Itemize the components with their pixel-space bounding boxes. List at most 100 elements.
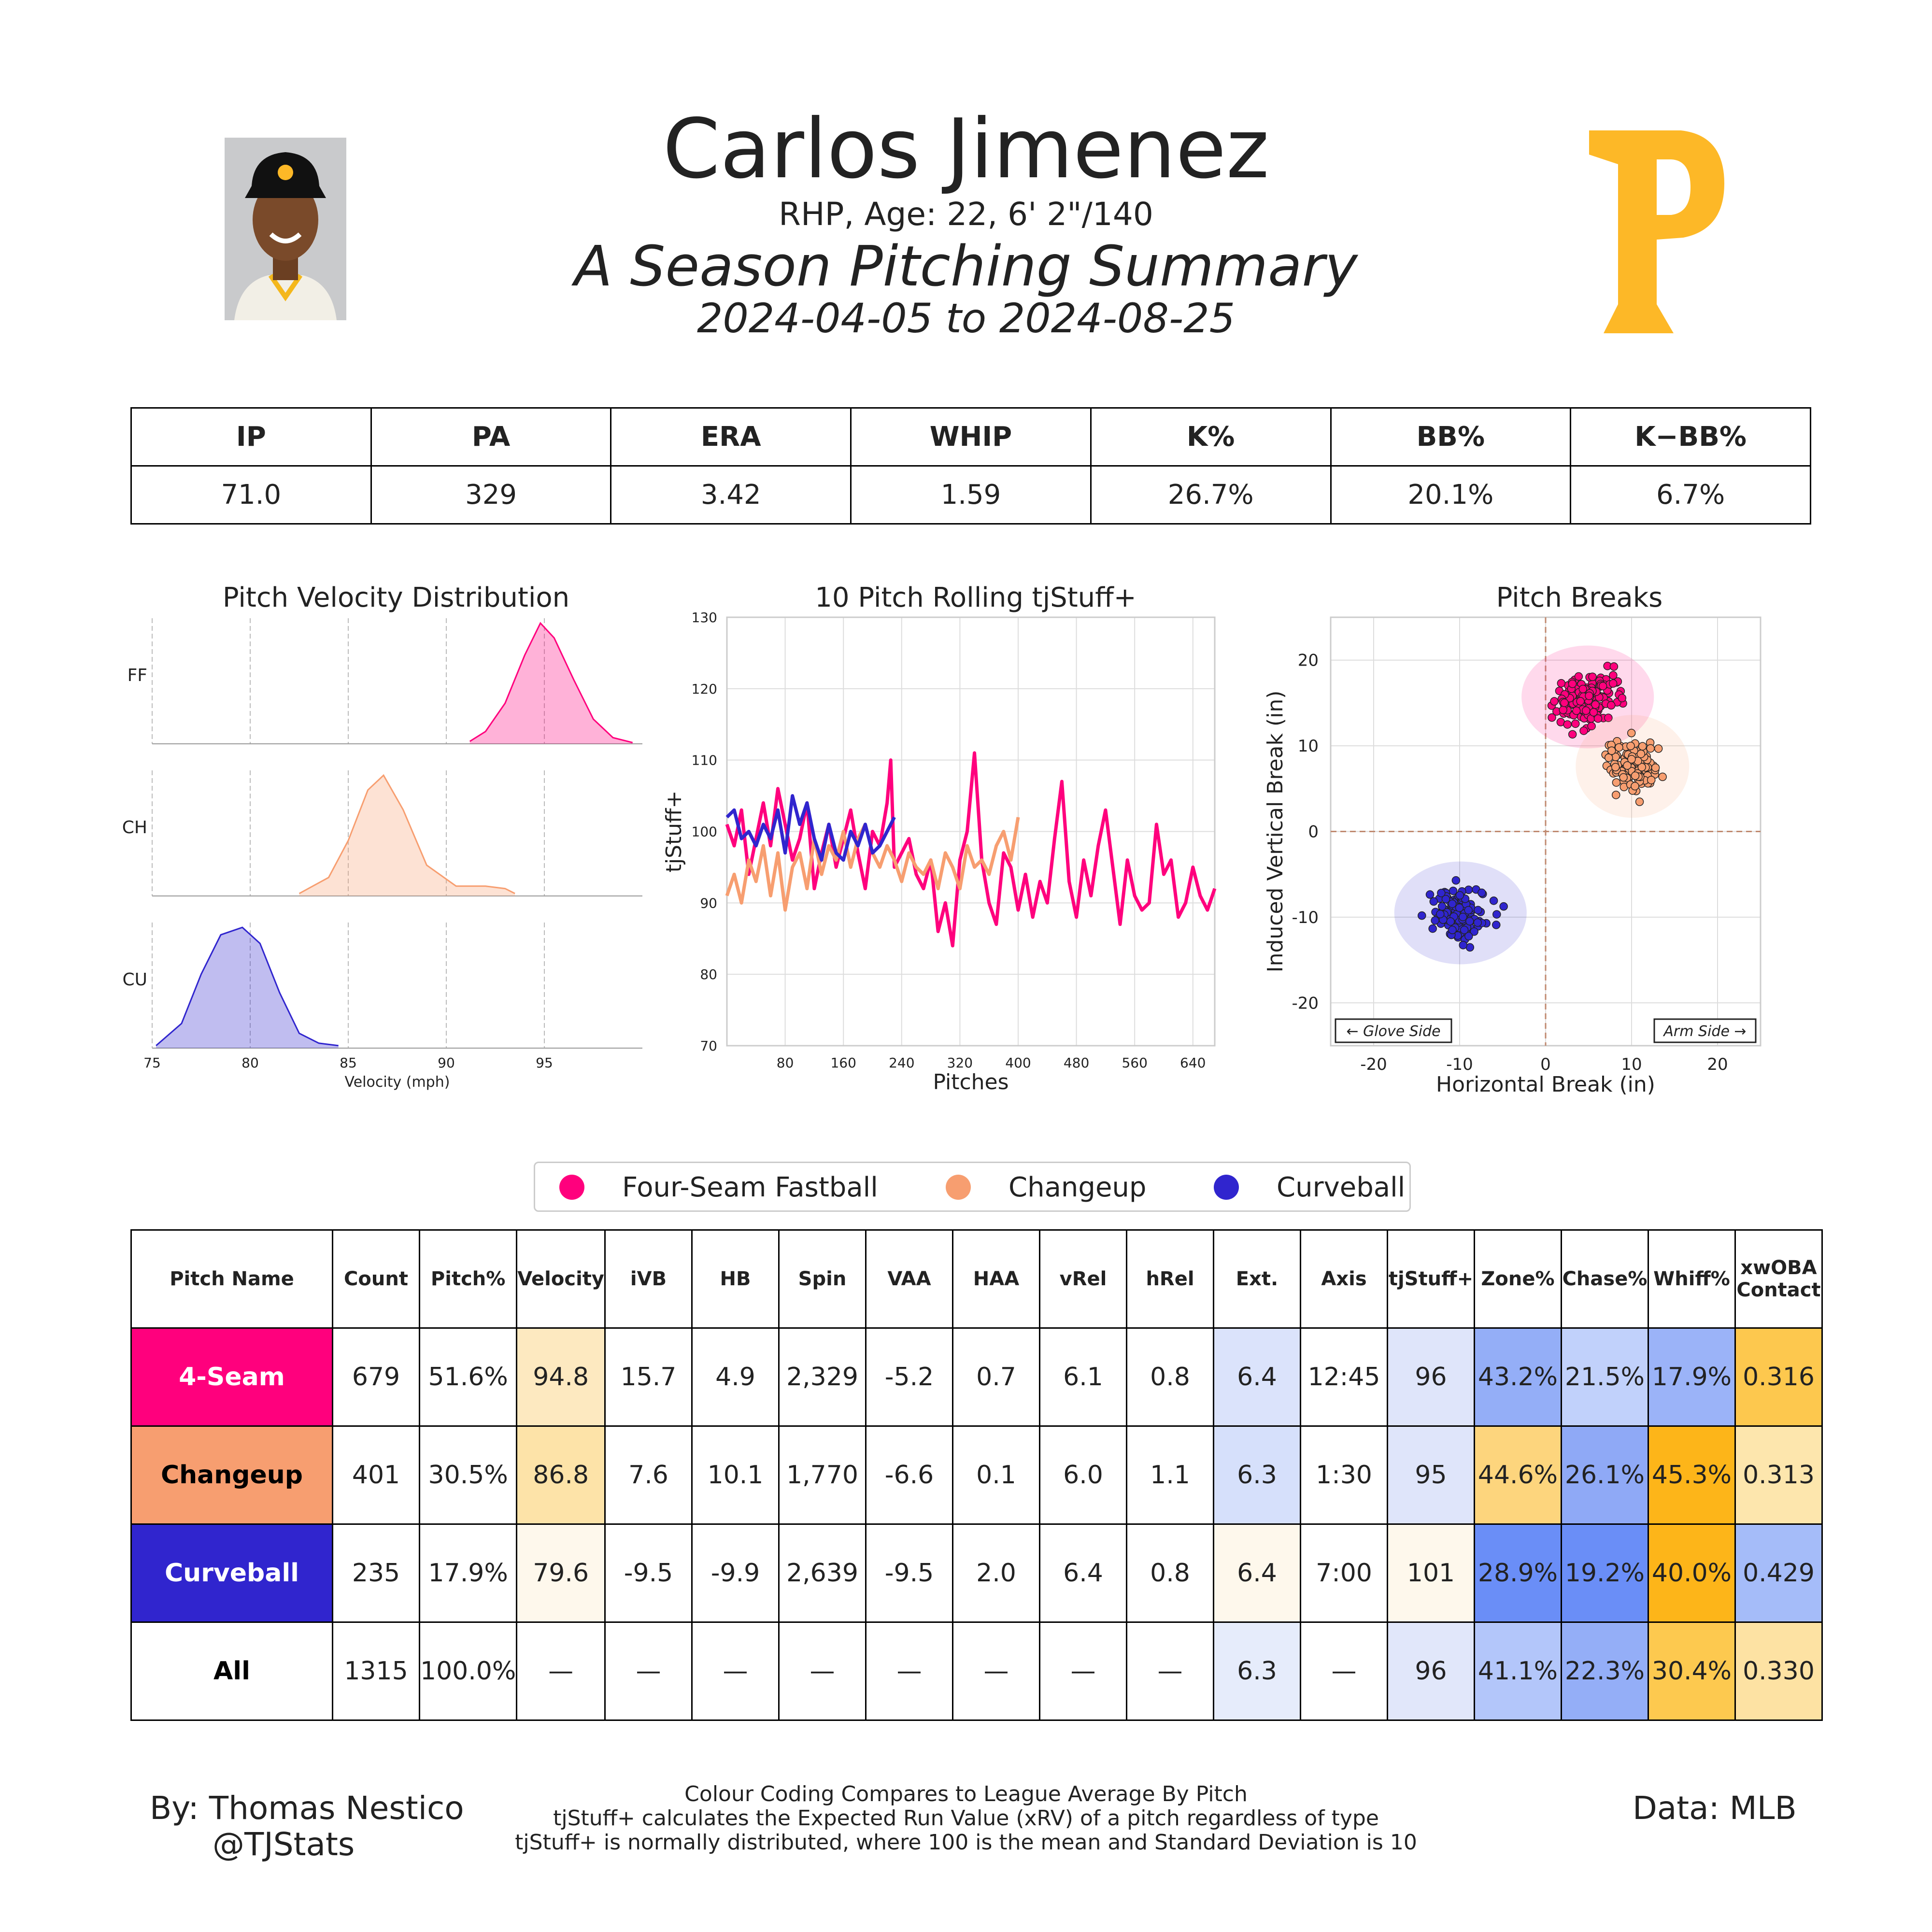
summary-value-whip: 1.59 — [850, 465, 1092, 525]
y-tick-label: 70 — [700, 1038, 717, 1054]
table-cell: 6.1 — [1039, 1327, 1127, 1427]
summary-header-whip: WHIP — [850, 407, 1092, 467]
pitch-point — [1604, 753, 1613, 762]
col-spin: Spin — [778, 1229, 867, 1329]
summary-value-k-pct: 26.7% — [1090, 465, 1332, 525]
velocity-chart-title: Pitch Velocity Distribution — [222, 582, 570, 613]
table-cell: 96 — [1387, 1327, 1475, 1427]
pitch-point — [1492, 921, 1501, 929]
x-tick-label: 320 — [947, 1055, 973, 1071]
table-cell: 40.0% — [1648, 1523, 1736, 1623]
summary-header-bb-pct: BB% — [1330, 407, 1572, 467]
pitch-point — [1460, 925, 1469, 935]
pitch-point — [1446, 917, 1455, 926]
pitch-point — [1477, 888, 1486, 897]
pitch-point — [1578, 684, 1588, 694]
rolling-chart-title: 10 Pitch Rolling tjStuff+ — [815, 582, 1136, 613]
table-cell: 17.9% — [418, 1523, 518, 1623]
summary-value-ip: 71.0 — [130, 465, 372, 525]
pitch-point — [1654, 744, 1663, 753]
density-line — [298, 774, 515, 895]
pitch-point — [1658, 772, 1667, 781]
annotation-text: Arm Side → — [1662, 1023, 1746, 1040]
pitch-name-cell: Curveball — [130, 1523, 333, 1623]
x-tick-label: 85 — [340, 1055, 357, 1071]
table-cell: 2,329 — [778, 1327, 867, 1427]
y-tick-label: 10 — [1298, 737, 1319, 756]
y-tick-label: 80 — [700, 966, 717, 982]
table-row: 4-Seam 679 51.6% 94.8 15.7 4.9 2,329 -5.2 0.7 6.1… — [130, 1327, 1823, 1427]
pitch-point — [1489, 896, 1498, 905]
legend-curveball-label: Curveball — [1277, 1172, 1406, 1203]
pitch-point — [1572, 706, 1581, 715]
col-axis: Axis — [1300, 1229, 1388, 1329]
ridge-label: CU — [123, 970, 148, 990]
density-line — [469, 622, 633, 743]
pitch-point — [1635, 797, 1644, 806]
pitch-point — [1459, 940, 1467, 950]
summary-value-k-bb-pct: 6.7% — [1570, 465, 1811, 525]
table-cell: 22.3% — [1561, 1621, 1649, 1721]
pitch-point — [1579, 726, 1588, 735]
table-cell: 51.6% — [418, 1327, 518, 1427]
breaks-chart-title: Pitch Breaks — [1496, 582, 1663, 613]
pitch-point — [1626, 741, 1635, 751]
col-chase-pct: Chase% — [1561, 1229, 1649, 1329]
table-cell: 86.8 — [516, 1425, 606, 1525]
pitch-point — [1612, 778, 1621, 787]
report-subtitle: A Season Pitching Summary — [574, 234, 1358, 299]
pitch-point — [1429, 897, 1438, 906]
footer-note: tjStuff+ is normally distributed, where … — [515, 1830, 1417, 1855]
pitch-point — [1581, 706, 1591, 715]
y-axis-label: tjStuff+ — [662, 791, 686, 873]
table-cell: 28.9% — [1474, 1523, 1562, 1623]
table-cell: 0.330 — [1734, 1621, 1823, 1721]
legend-changeup-label: Changeup — [1009, 1172, 1147, 1203]
pitch-point — [1588, 672, 1597, 681]
table-cell: — — [1126, 1621, 1214, 1721]
pitch-point — [1631, 771, 1640, 780]
table-cell: 15.7 — [604, 1327, 693, 1427]
table-cell: 95 — [1387, 1425, 1475, 1525]
data-source: Data: MLB — [1633, 1790, 1797, 1827]
legend-four-seam-dot — [559, 1175, 584, 1200]
pitch-point — [1559, 706, 1568, 714]
pitch-point — [1474, 906, 1482, 915]
pitch-point — [1571, 719, 1580, 728]
y-axis-label: Induced Vertical Break (in) — [1263, 691, 1288, 973]
x-axis-label: Pitches — [933, 1070, 1009, 1094]
author-credit: By: Thomas Nestico — [150, 1790, 464, 1827]
pitch-name-cell: 4-Seam — [130, 1327, 333, 1427]
table-cell: — — [865, 1621, 953, 1721]
pitch-point — [1609, 662, 1619, 671]
pitch-point — [1576, 697, 1585, 706]
x-tick-label: 240 — [889, 1055, 914, 1071]
table-cell: 4.9 — [691, 1327, 780, 1427]
table-cell: 679 — [332, 1327, 420, 1427]
pitch-point — [1473, 918, 1482, 927]
table-cell: 6.4 — [1213, 1523, 1301, 1623]
col-hrel: hRel — [1126, 1229, 1214, 1329]
table-cell: 1:30 — [1300, 1425, 1388, 1525]
summary-header-pa: PA — [370, 407, 612, 467]
annotation-box — [1335, 1018, 1452, 1043]
table-cell: 1.1 — [1126, 1425, 1214, 1525]
table-cell: 0.8 — [1126, 1523, 1214, 1623]
table-cell: 235 — [332, 1523, 420, 1623]
x-axis-label: Velocity (mph) — [345, 1074, 450, 1091]
table-cell: — — [516, 1621, 606, 1721]
x-axis-label: Horizontal Break (in) — [1436, 1072, 1655, 1097]
table-cell: 6.3 — [1213, 1621, 1301, 1721]
table-cell: 30.4% — [1648, 1621, 1736, 1721]
pitch-point — [1418, 911, 1426, 920]
pitch-point — [1646, 744, 1655, 753]
table-cell: 0.429 — [1734, 1523, 1823, 1623]
x-tick-label: 75 — [143, 1055, 161, 1071]
pitch-point — [1459, 912, 1467, 922]
pitch-point — [1615, 743, 1623, 752]
pitch-metrics-table: Pitch Name Count Pitch% Velocity iVB HB … — [130, 1229, 1823, 1721]
pitch-point — [1464, 932, 1473, 941]
density-area — [299, 775, 515, 896]
pitch-point — [1436, 909, 1445, 919]
table-cell: 79.6 — [516, 1523, 606, 1623]
